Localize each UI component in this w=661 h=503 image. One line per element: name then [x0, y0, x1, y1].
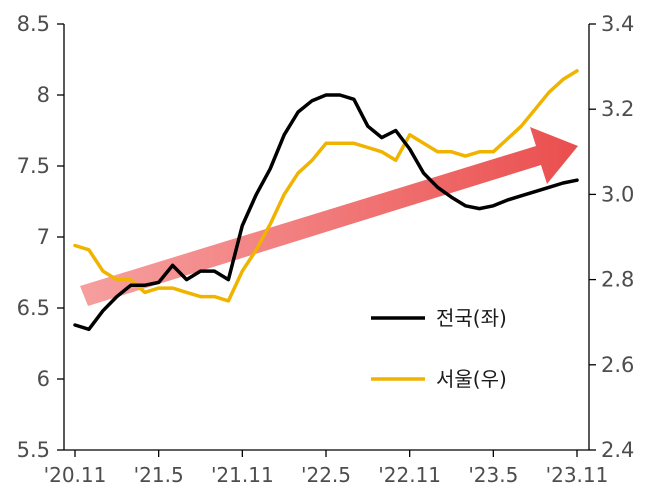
axes [63, 24, 590, 451]
series-lines [73, 69, 579, 332]
legend: 전국(좌) 서울(우) [371, 306, 507, 391]
left-y-tick-label: 6.5 [17, 296, 50, 320]
x-tick-label: '20.11 [44, 463, 107, 487]
tick-labels: 5.5 6 6.5 7 7.5 8 8.5 2.4 2.6 2.8 3.0 3.2 3.4 '20.11 '… [17, 12, 635, 487]
left-y-tick-label: 7.5 [17, 154, 50, 178]
x-tick-label: '22.11 [378, 463, 441, 487]
x-tick-label: '23.5 [468, 463, 518, 487]
right-y-tick-label: 2.8 [601, 268, 634, 292]
right-y-tick-label: 3.2 [601, 97, 634, 121]
tick-marks [57, 23, 596, 457]
right-y-tick-label: 3.0 [601, 182, 634, 206]
left-y-tick-label: 5.5 [17, 438, 50, 462]
x-tick-label: '21.5 [134, 463, 184, 487]
series-line-seoul [73, 69, 579, 303]
x-tick-label: '21.11 [211, 463, 274, 487]
series-line-national [73, 93, 579, 332]
left-y-tick-label: 6 [37, 367, 50, 391]
legend-label-seoul: 서울(우) [436, 367, 507, 391]
x-tick-label: '23.11 [546, 463, 609, 487]
left-y-tick-label: 8 [37, 83, 50, 107]
left-y-tick-label: 8.5 [17, 12, 50, 36]
trend-arrow [80, 127, 578, 306]
right-y-tick-label: 3.4 [601, 12, 634, 36]
x-tick-label: '22.5 [301, 463, 351, 487]
right-y-tick-label: 2.4 [601, 438, 634, 462]
right-y-tick-label: 2.6 [601, 353, 634, 377]
left-y-tick-label: 7 [37, 225, 50, 249]
legend-label-national: 전국(좌) [436, 306, 507, 330]
